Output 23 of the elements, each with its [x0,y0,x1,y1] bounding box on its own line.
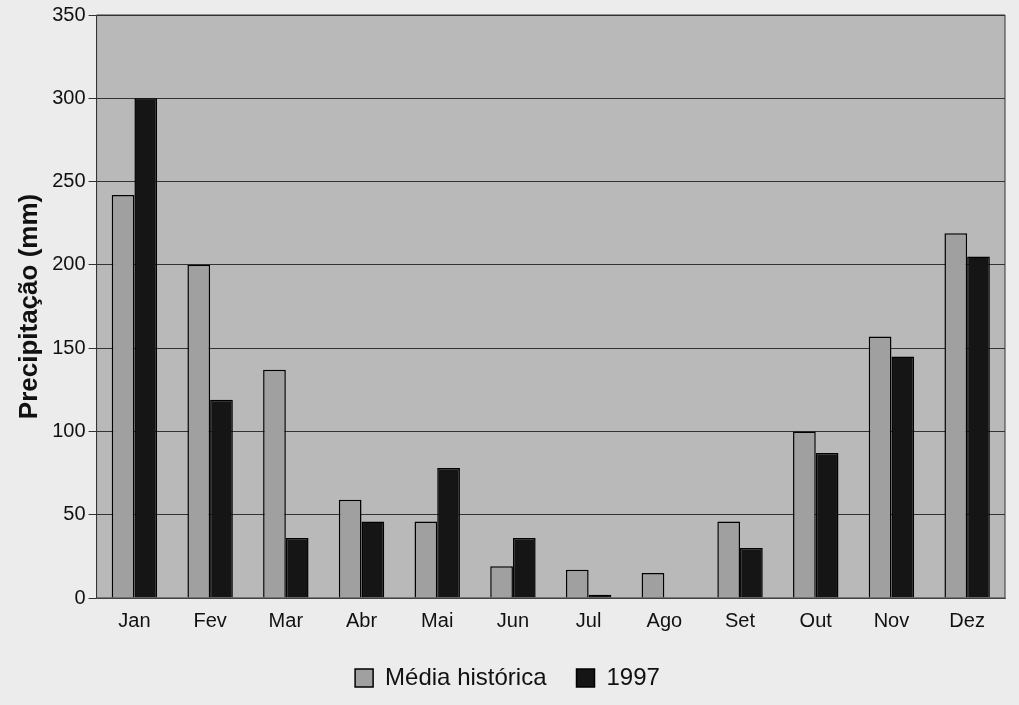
legend-label: 1997 [606,662,660,690]
x-tick-label: Dez [949,608,985,631]
x-tick-label: Mar [268,608,304,631]
y-tick-label: 250 [52,169,86,192]
y-tick-label: 100 [52,418,86,441]
y-tick-label: 200 [52,252,86,275]
x-tick-label: Fev [193,608,227,631]
y-axis-title: Precipitação (mm) [12,193,43,420]
y-tick-label: 50 [63,502,86,525]
y-tick-label: 300 [52,85,86,108]
y-tick-label: 350 [52,2,86,25]
x-tick-label: Jan [118,608,151,631]
x-tick-label: Jul [575,608,602,631]
y-tick-label: 150 [52,335,86,358]
x-tick-label: Jun [496,608,530,631]
legend-label: Média histórica [385,662,548,690]
x-tick-label: Ago [646,608,683,631]
x-tick-label: Abr [345,608,378,631]
x-tick-label: Nov [873,608,910,631]
y-tick-label: 0 [74,585,86,608]
x-tick-label: Out [799,608,833,631]
x-tick-label: Mai [421,608,454,631]
x-tick-label: Set [725,608,756,631]
